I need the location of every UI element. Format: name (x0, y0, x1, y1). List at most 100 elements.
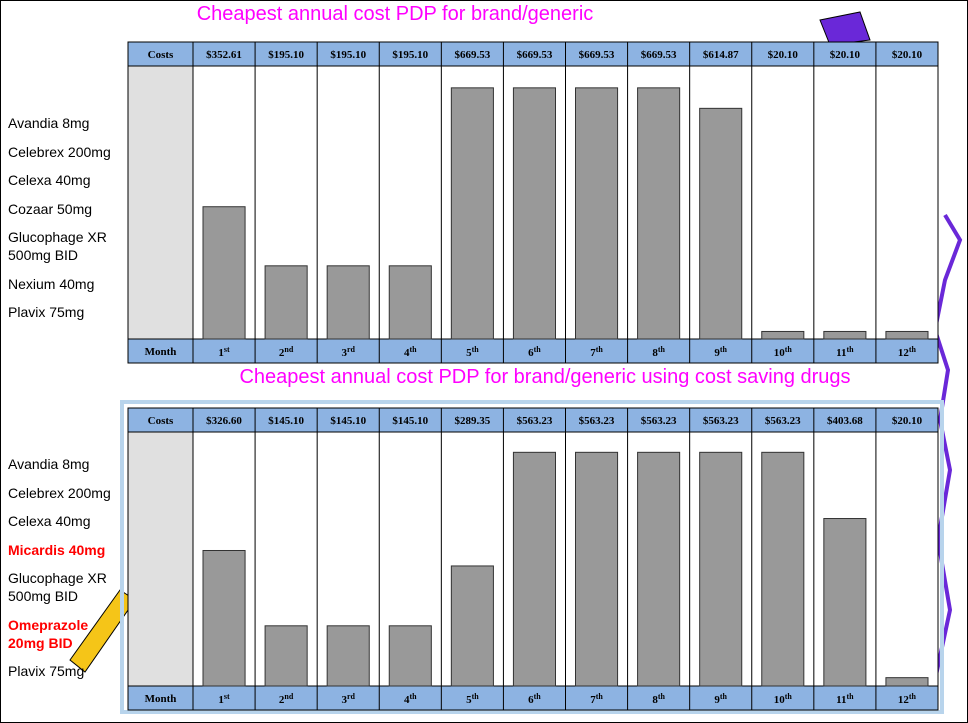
x-tick-label: 10th (774, 692, 793, 706)
bar (637, 87, 681, 340)
drug-label: Glucophage XR 500mg BID (8, 229, 107, 263)
value-label: $145.10 (330, 415, 366, 427)
x-tick-label: 1st (218, 692, 230, 706)
x-tick-label: 2nd (279, 345, 294, 359)
value-label: $669.53 (641, 49, 677, 61)
table-frame (120, 400, 944, 714)
bar (450, 565, 494, 687)
x-tick-label: 6th (528, 692, 541, 706)
x-tick-label: 2nd (279, 692, 294, 706)
drug-label: Omeprazole 20mg BID (8, 616, 89, 651)
bar (885, 677, 929, 687)
value-label: $289.35 (455, 415, 491, 427)
x-tick-label: 5th (466, 345, 479, 359)
drug-label: Nexium 40mg (8, 275, 95, 292)
bar (202, 206, 246, 340)
bar (450, 87, 494, 340)
drug-label: Celexa 40mg (8, 172, 91, 188)
bar (823, 518, 867, 687)
value-label: $20.10 (830, 49, 861, 61)
value-label: $326.60 (206, 415, 242, 427)
x-tick-label: 3rd (341, 345, 355, 359)
value-label: $20.10 (768, 49, 799, 61)
x-tick-label: 12th (898, 345, 917, 359)
drug-label: Cozaar 50mg (8, 200, 93, 217)
x-tick-label: 4th (404, 345, 417, 359)
drug-list: Avandia 8mg Celebrex 200mg Celexa 40mg Coza… (8, 114, 126, 332)
value-label: $145.10 (392, 415, 428, 427)
bar (388, 625, 432, 687)
drug-label: Celexa 40mg (8, 513, 91, 529)
bar (202, 549, 246, 687)
x-tick-label: 12th (898, 692, 917, 706)
decoration (819, 11, 871, 46)
drug-label: Plavix 75mg (8, 304, 85, 320)
drug-list: Avandia 8mg Celebrex 200mg Celexa 40mg Mica… (8, 455, 126, 691)
value-label: $563.23 (579, 415, 615, 427)
x-tick-label: 9th (714, 692, 727, 706)
value-label: $20.10 (892, 415, 923, 427)
drug-label: Glucophage XR 500mg BID (8, 570, 107, 604)
decoration (932, 213, 963, 681)
drug-label: Avandia 8mg (8, 115, 90, 131)
value-label: $563.23 (641, 415, 677, 427)
month-row (127, 338, 939, 364)
bar (575, 87, 619, 340)
value-label: $563.23 (517, 415, 553, 427)
x-tick-label: 3rd (341, 692, 355, 706)
value-label: $145.10 (268, 415, 304, 427)
drug-label: Plavix 75mg (8, 663, 85, 679)
x-tick-label: 8th (652, 345, 665, 359)
bar (388, 265, 432, 340)
bar (823, 330, 867, 340)
header-row (127, 407, 939, 433)
value-label: $195.10 (268, 49, 304, 61)
bar (885, 330, 929, 340)
label-column (127, 431, 194, 687)
header-row (127, 41, 939, 67)
drug-label: Celebrex 200mg (8, 143, 111, 160)
bar (575, 451, 619, 687)
axis-label: Month (145, 693, 177, 705)
axis-label: Month (145, 346, 177, 358)
value-label: $20.10 (892, 49, 923, 61)
label-column (127, 65, 194, 340)
bar (761, 330, 805, 340)
x-tick-label: 10th (774, 345, 793, 359)
header-label: Costs (148, 49, 174, 61)
x-tick-label: 7th (590, 345, 603, 359)
chart-title: Cheapest annual cost PDP for brand/gener… (197, 3, 594, 25)
drug-label: Celebrex 200mg (8, 484, 111, 501)
x-tick-label: 5th (466, 692, 479, 706)
value-label: $669.53 (517, 49, 553, 61)
bar (699, 107, 743, 340)
x-tick-label: 6th (528, 345, 541, 359)
x-tick-label: 8th (652, 692, 665, 706)
header-label: Costs (148, 415, 174, 427)
x-tick-label: 11th (836, 692, 854, 706)
x-tick-label: 1st (218, 345, 230, 359)
value-label: $669.53 (579, 49, 615, 61)
bar (637, 451, 681, 687)
bar (761, 451, 805, 687)
bar (264, 625, 308, 687)
bar (512, 87, 557, 340)
chart-title: Cheapest annual cost PDP for brand/gener… (239, 366, 850, 388)
value-label: $563.23 (765, 415, 801, 427)
bar (699, 451, 743, 687)
bar (326, 625, 370, 687)
value-label: $614.87 (703, 49, 739, 61)
value-label: $195.10 (392, 49, 428, 61)
bar (326, 265, 370, 340)
value-label: $669.53 (455, 49, 491, 61)
x-tick-label: 9th (714, 345, 727, 359)
value-label: $352.61 (206, 49, 242, 61)
value-label: $403.68 (827, 415, 863, 427)
x-tick-label: 7th (590, 692, 603, 706)
x-tick-label: 11th (836, 345, 854, 359)
drug-label: Avandia 8mg (8, 456, 90, 472)
bar (264, 265, 308, 340)
drug-label: Micardis 40mg (8, 541, 106, 558)
